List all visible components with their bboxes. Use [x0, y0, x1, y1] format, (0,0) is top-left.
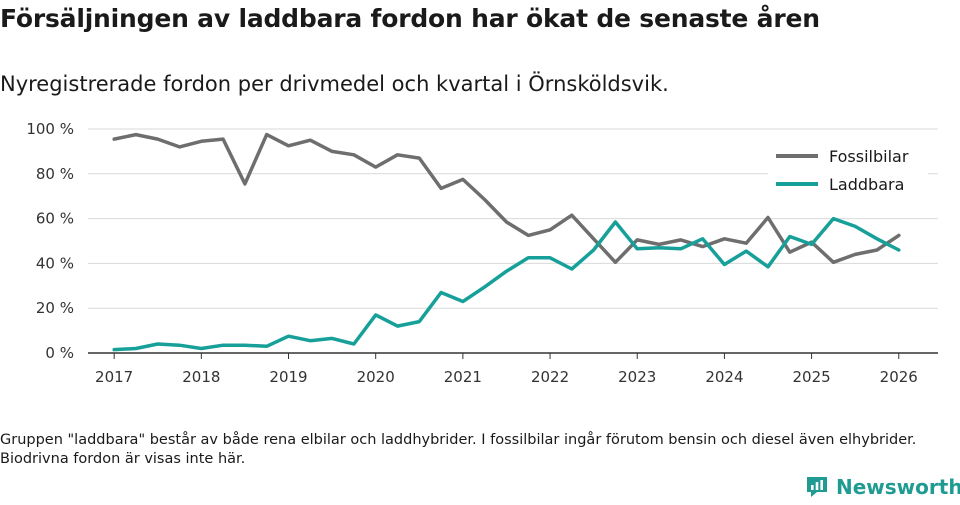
x-tick-label: 2023 — [618, 368, 656, 386]
y-axis-labels: 0 % 20 % 40 % 60 % 80 % 100 % — [26, 120, 74, 362]
chart-subtitle: Nyregistrerade fordon per drivmedel och … — [0, 72, 669, 96]
y-tick-label: 80 % — [36, 165, 74, 183]
x-tick-label: 2024 — [705, 368, 743, 386]
brand-name: Newsworthy — [836, 475, 960, 499]
legend-background — [768, 143, 928, 199]
x-tick-label: 2022 — [531, 368, 569, 386]
y-tick-label: 0 % — [45, 344, 74, 362]
series-lines — [112, 132, 901, 352]
newsworthy-logo[interactable]: Newsworthy — [804, 474, 960, 500]
bar-chart-logo-icon — [807, 477, 827, 497]
line-chart: 0 % 20 % 40 % 60 % 80 % 100 % 2017 2018 2019 202… — [26, 120, 938, 386]
x-tick-label: 2018 — [182, 368, 220, 386]
series-line-fossilbilar[interactable] — [112, 132, 901, 265]
chart-title: Försäljningen av laddbara fordon har öka… — [0, 4, 820, 33]
series-line-laddbara[interactable] — [112, 216, 901, 352]
legend[interactable]: Fossilbilar Laddbara — [768, 143, 928, 199]
x-tick-label: 2025 — [792, 368, 830, 386]
footnote: Gruppen "laddbara" består av både rena e… — [0, 432, 917, 467]
y-tick-label: 40 % — [36, 254, 74, 272]
y-tick-label: 60 % — [36, 210, 74, 228]
x-tick-label: 2026 — [880, 368, 918, 386]
y-tick-label: 20 % — [36, 299, 74, 317]
x-tick-label: 2017 — [95, 368, 133, 386]
legend-label: Laddbara — [829, 175, 904, 194]
x-tick-label: 2021 — [444, 368, 482, 386]
x-tick-label: 2019 — [269, 368, 307, 386]
legend-label: Fossilbilar — [829, 147, 909, 166]
x-tick-label: 2020 — [357, 368, 395, 386]
y-tick-label: 100 % — [26, 120, 74, 138]
x-axis: 2017 2018 2019 2020 2021 2022 2023 2024 2025 2026 — [88, 352, 938, 386]
